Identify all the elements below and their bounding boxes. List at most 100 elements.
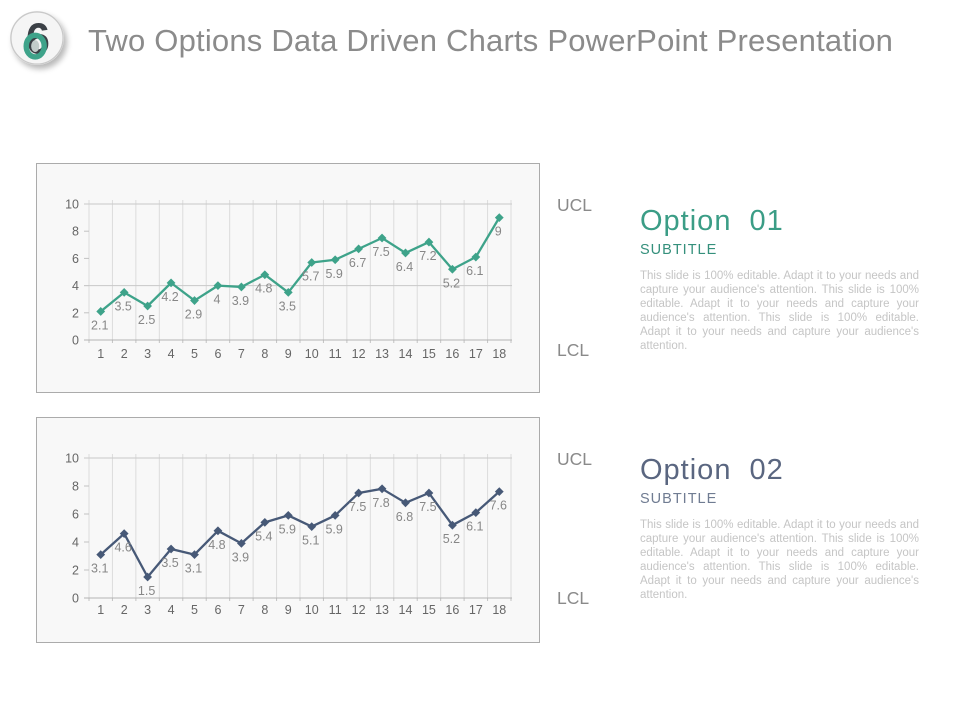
data-point-marker [377, 233, 387, 243]
data-label: 5.9 [325, 522, 342, 536]
data-point-marker [260, 270, 270, 280]
data-point-marker [447, 264, 457, 274]
x-axis-label: 1 [97, 347, 104, 361]
x-axis-label: 1 [97, 603, 104, 617]
data-label: 7.6 [490, 499, 507, 513]
x-axis-label: 5 [191, 603, 198, 617]
logo-ring-center [31, 40, 40, 52]
option-1-subtitle: SUBTITLE [640, 241, 718, 258]
data-point-marker [236, 539, 246, 548]
data-point-marker [190, 296, 199, 305]
logo-circle-icon: 6 [10, 11, 64, 65]
x-axis-label: 11 [329, 347, 342, 361]
data-label: 7.5 [419, 500, 436, 514]
data-point-marker [424, 237, 434, 247]
y-tick-label: 4 [72, 279, 79, 293]
x-axis-label: 8 [261, 347, 268, 361]
logo: 6 [10, 11, 64, 65]
data-point-marker [307, 522, 317, 531]
data-point-marker [213, 526, 223, 536]
data-point-marker [283, 288, 293, 297]
x-axis-label: 15 [422, 347, 436, 361]
y-tick-label: 6 [72, 252, 79, 266]
data-label: 7.2 [419, 249, 436, 263]
x-axis-label: 12 [352, 603, 366, 617]
x-axis-label: 13 [375, 603, 389, 617]
data-point-marker [143, 572, 153, 582]
x-axis-label: 2 [121, 603, 128, 617]
x-axis-label: 16 [445, 347, 459, 361]
y-tick-label: 0 [72, 592, 79, 606]
x-axis-label: 9 [285, 347, 292, 361]
data-point-marker [401, 248, 410, 258]
data-label: 3.5 [114, 299, 131, 313]
data-point-marker [471, 508, 481, 517]
ucl-label-chart-1: UCL [557, 195, 593, 215]
y-tick-label: 8 [72, 480, 79, 494]
data-label: 7.5 [372, 245, 389, 259]
data-label: 5.1 [302, 534, 319, 548]
x-axis-label: 17 [469, 347, 483, 361]
data-point-marker [307, 258, 317, 267]
data-label: 4.8 [255, 282, 272, 296]
x-axis-label: 9 [285, 603, 292, 617]
data-series-line [99, 487, 501, 579]
chart-panel-2: 0 2 4 6 8 10 1 2 3 4 5 6 7 8 9 10 11 12 13 14 15 16 17 18 3.1 4.6… [36, 417, 540, 643]
data-series-line [99, 216, 501, 313]
x-axis-label: 14 [399, 603, 413, 617]
x-axis-label: 18 [492, 603, 506, 617]
x-axis-label: 4 [168, 603, 175, 617]
data-label: 1.5 [138, 584, 155, 598]
y-tick-label: 6 [72, 508, 79, 522]
x-axis-label: 10 [305, 347, 319, 361]
data-label: 3.1 [91, 562, 108, 576]
data-label: 5.9 [325, 267, 342, 281]
data-point-marker [190, 550, 199, 559]
data-label: 3.9 [232, 294, 249, 308]
x-axis-label: 15 [422, 603, 436, 617]
data-point-marker [283, 511, 293, 520]
x-axis-label: 12 [352, 347, 366, 361]
data-label: 3.5 [161, 556, 178, 570]
x-axis-label: 4 [168, 347, 175, 361]
data-label: 6.8 [396, 510, 413, 524]
x-axis-label: 10 [305, 603, 319, 617]
x-axis-label: 7 [238, 603, 245, 617]
data-point-marker [236, 282, 246, 292]
option-2-title: Option 02 [640, 454, 784, 486]
data-label: 4.6 [114, 541, 131, 555]
y-tick-label: 10 [65, 198, 79, 212]
option-1-body: This slide is 100% editable. Adapt it to… [640, 269, 919, 352]
data-point-marker [494, 487, 504, 496]
data-label: 2.9 [185, 308, 202, 322]
data-point-marker [260, 518, 270, 527]
logo-teal-ring [23, 32, 47, 60]
data-label: 3.5 [279, 299, 296, 313]
data-label: 5.7 [302, 269, 319, 283]
data-point-marker [213, 281, 223, 290]
x-axis-label: 3 [144, 603, 151, 617]
data-label: 3.9 [232, 550, 249, 564]
lcl-label-chart-1: LCL [557, 340, 590, 360]
x-axis-label: 17 [469, 603, 483, 617]
data-label: 5.4 [255, 529, 272, 543]
x-axis-label: 3 [144, 347, 151, 361]
y-tick-label: 2 [72, 306, 79, 320]
data-label: 2.5 [138, 313, 155, 327]
data-label: 3.1 [185, 562, 202, 576]
page-title: Two Options Data Driven Charts PowerPoin… [88, 23, 894, 58]
data-point-marker [354, 244, 364, 254]
x-axis-label: 13 [375, 347, 389, 361]
data-label: 6.4 [396, 260, 413, 274]
data-label: 9 [495, 225, 502, 239]
data-label: 4.2 [161, 290, 178, 304]
data-label: 5.2 [443, 276, 460, 290]
option-block-2: Option 02 SUBTITLE This slide is 100% ed… [640, 454, 919, 602]
data-label: 6.7 [349, 256, 366, 270]
data-label: 6.1 [466, 264, 483, 278]
data-point-marker [354, 488, 364, 498]
data-label: 4 [213, 293, 220, 307]
x-axis-label: 7 [238, 347, 245, 361]
